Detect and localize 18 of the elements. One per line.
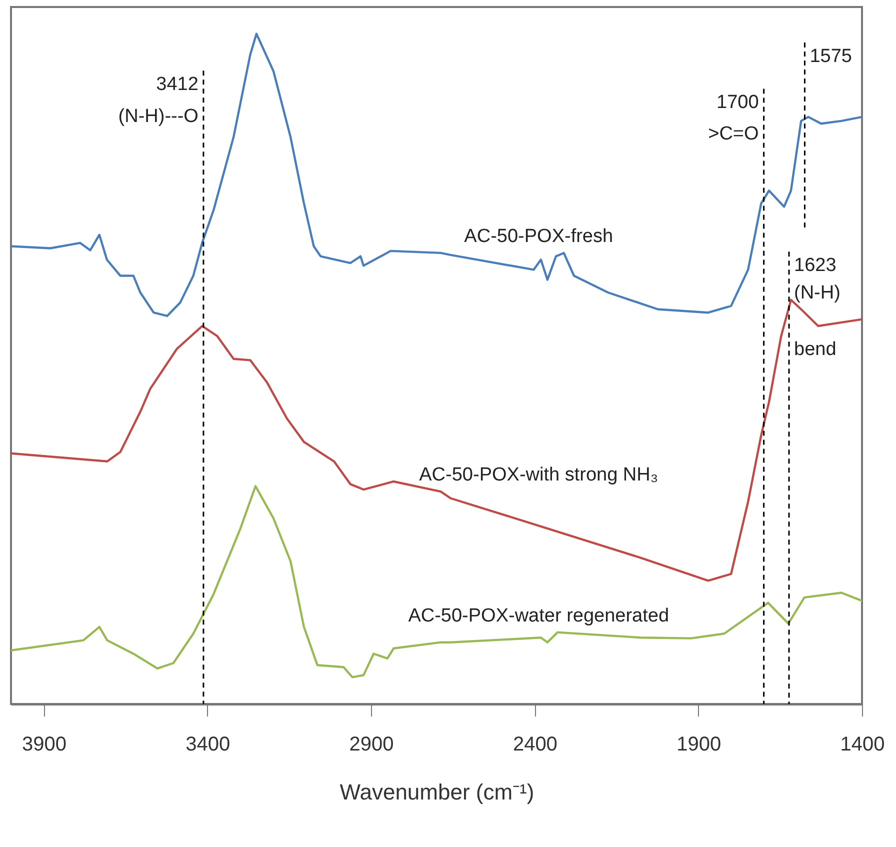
x-tick-label: 1900	[676, 734, 722, 756]
x-tick-label: 3900	[22, 734, 66, 756]
annotation: 1623	[794, 255, 836, 276]
x-tick-label: 1400	[840, 734, 885, 756]
annotation: 1700	[716, 92, 759, 114]
series-label: AC-50-POX-water regenerated	[408, 605, 670, 626]
x-tick-label: 3400	[186, 734, 230, 756]
series-label: AC-50-POX-with strong NH₃	[419, 464, 658, 486]
x-tick-label: 2900	[349, 734, 394, 756]
annotation: (N-H)---O	[118, 106, 198, 128]
annotation: 3412	[156, 74, 198, 96]
annotation: bend	[794, 338, 836, 360]
x-tick-label: 2400	[512, 734, 558, 756]
annotation: 1575	[810, 46, 852, 67]
x-axis-title: Wavenumber (cm⁻¹)	[340, 780, 534, 804]
series-label: AC-50-POX-fresh	[464, 226, 614, 247]
annotation: >C=O	[708, 124, 759, 145]
annotation: (N-H)	[794, 282, 840, 304]
